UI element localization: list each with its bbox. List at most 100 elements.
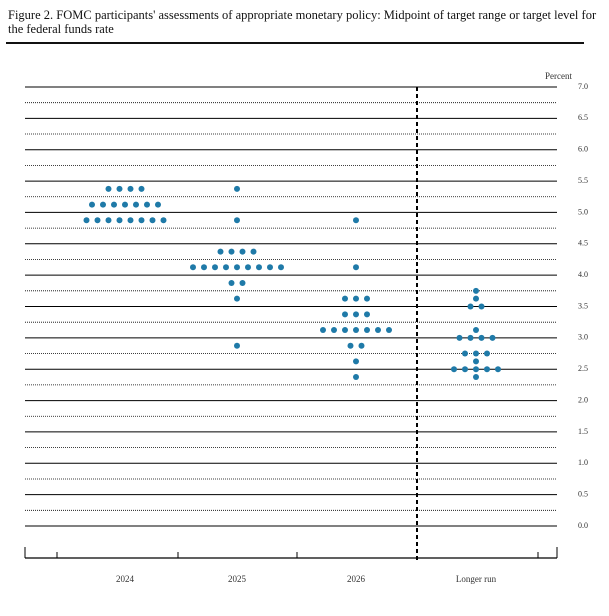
dot xyxy=(83,217,90,224)
dot xyxy=(201,264,207,271)
dot xyxy=(250,248,257,255)
dot xyxy=(364,311,370,318)
dot xyxy=(223,264,229,271)
dot xyxy=(473,295,479,302)
dot xyxy=(473,327,479,334)
y-tick-label: 4.0 xyxy=(578,270,588,279)
x-tick-label: 2025 xyxy=(228,574,247,584)
y-tick-label: 4.5 xyxy=(578,239,588,248)
dot xyxy=(105,185,112,192)
dot xyxy=(473,366,479,373)
y-tick-label: 2.5 xyxy=(578,364,588,373)
dot xyxy=(342,327,348,334)
dot xyxy=(94,217,101,224)
x-tick-label: 2024 xyxy=(116,574,135,584)
dot xyxy=(473,358,479,365)
dot xyxy=(133,201,139,208)
dot xyxy=(353,217,359,224)
dot xyxy=(358,342,365,349)
dot xyxy=(100,201,106,208)
dot xyxy=(278,264,284,271)
dot xyxy=(234,185,240,192)
dot xyxy=(228,248,235,255)
dot xyxy=(234,217,240,224)
dot xyxy=(353,264,359,271)
dot xyxy=(467,334,474,341)
dot xyxy=(462,366,468,373)
dot xyxy=(347,342,354,349)
dot xyxy=(353,295,359,302)
dot xyxy=(342,295,348,302)
dot xyxy=(127,185,134,192)
dot xyxy=(234,264,240,271)
dot xyxy=(239,279,246,286)
dot xyxy=(234,342,240,349)
dot xyxy=(342,311,348,318)
dot xyxy=(478,303,485,310)
dot xyxy=(239,248,246,255)
dot xyxy=(484,366,490,373)
dot xyxy=(116,185,123,192)
dot xyxy=(451,366,457,373)
y-tick-label: 6.5 xyxy=(578,113,588,122)
dot xyxy=(89,201,95,208)
dot xyxy=(149,217,156,224)
dot xyxy=(386,327,392,334)
dot xyxy=(353,311,359,318)
dot xyxy=(456,334,463,341)
dot xyxy=(495,366,501,373)
dot xyxy=(138,185,145,192)
dot xyxy=(111,201,117,208)
dot xyxy=(116,217,123,224)
dot xyxy=(144,201,150,208)
y-tick-label: 1.0 xyxy=(578,458,588,467)
x-tick-label: 2026 xyxy=(347,574,366,584)
dot xyxy=(155,201,161,208)
dot xyxy=(256,264,262,271)
dot xyxy=(375,327,381,334)
dot xyxy=(473,350,479,357)
dot xyxy=(331,327,337,334)
dot xyxy=(105,217,112,224)
y-tick-label: 3.5 xyxy=(578,301,588,310)
y-tick-label: 7.0 xyxy=(578,82,588,91)
dot xyxy=(484,350,490,357)
x-axis-ticks xyxy=(24,547,558,558)
dot xyxy=(473,374,479,381)
dot xyxy=(138,217,145,224)
dot xyxy=(122,201,128,208)
dot xyxy=(353,327,359,334)
y-tick-label: 0.0 xyxy=(578,521,588,530)
dot xyxy=(467,303,474,310)
dot xyxy=(228,279,235,286)
y-tick-label: 5.0 xyxy=(578,207,588,216)
dot xyxy=(267,264,273,271)
dot xyxy=(234,295,240,302)
dot xyxy=(364,295,370,302)
dot xyxy=(320,327,326,334)
x-tick-label: Longer run xyxy=(456,574,497,584)
title-rule xyxy=(6,42,584,44)
dot xyxy=(245,264,251,271)
y-tick-label: 2.0 xyxy=(578,395,588,404)
dot xyxy=(364,327,370,334)
y-tick-label: 0.5 xyxy=(578,489,588,498)
dot xyxy=(212,264,218,271)
dot xyxy=(160,217,167,224)
y-tick-label: 5.5 xyxy=(578,176,588,185)
dot xyxy=(217,248,224,255)
dot xyxy=(478,334,485,341)
dot xyxy=(127,217,134,224)
y-axis-label: Percent xyxy=(545,71,572,81)
y-tick-label: 1.5 xyxy=(578,427,588,436)
dot xyxy=(473,287,479,294)
dot xyxy=(190,264,196,271)
chart-title: Figure 2. FOMC participants' assessments… xyxy=(8,8,597,36)
y-tick-label: 6.0 xyxy=(578,145,588,154)
dot xyxy=(489,334,496,341)
dot xyxy=(353,374,359,381)
y-tick-label: 3.0 xyxy=(578,333,588,342)
dot xyxy=(462,350,468,357)
